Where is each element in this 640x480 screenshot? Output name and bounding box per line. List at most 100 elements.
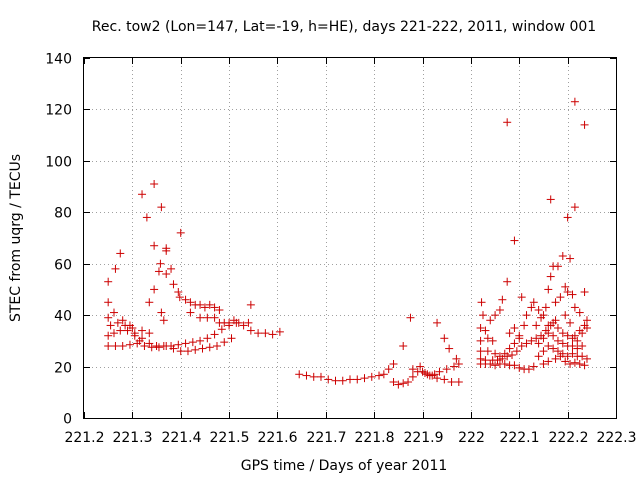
data-point: [433, 318, 442, 327]
data-point: [505, 344, 514, 353]
data-point: [399, 379, 408, 388]
x-tick-label: 221.8: [354, 430, 394, 446]
data-point: [118, 342, 127, 350]
x-tick-label: 221.2: [64, 430, 104, 446]
data-point: [138, 190, 147, 199]
data-point: [483, 347, 492, 356]
data-point: [454, 378, 463, 386]
data-point: [476, 324, 485, 332]
data-point: [553, 347, 562, 356]
x-tick-label: 222.1: [499, 430, 539, 446]
data-point: [338, 376, 347, 385]
data-point: [566, 318, 575, 327]
y-tick-label: 20: [54, 361, 72, 377]
data-point: [568, 334, 577, 343]
data-point: [440, 375, 449, 384]
data-point: [570, 358, 579, 367]
data-point: [188, 338, 197, 347]
data-point: [544, 329, 553, 338]
x-tick-label: 222.3: [596, 430, 636, 446]
data-point: [561, 311, 570, 320]
data-point: [498, 295, 507, 304]
data-point: [582, 316, 591, 325]
data-point: [175, 293, 184, 302]
data-point: [491, 311, 500, 320]
data-point: [196, 300, 205, 309]
data-point: [575, 308, 584, 317]
data-point: [527, 303, 536, 312]
data-point: [524, 365, 533, 374]
data-point: [510, 361, 519, 370]
data-point: [556, 352, 565, 361]
data-point: [295, 370, 304, 379]
data-point: [575, 360, 584, 368]
data-point: [483, 334, 492, 343]
data-point: [570, 97, 579, 106]
data-point: [568, 349, 577, 358]
data-point: [551, 354, 560, 363]
data-point: [244, 318, 253, 327]
data-point: [220, 338, 229, 347]
chart-title: Rec. tow2 (Lon=147, Lat=-19, h=HE), days…: [92, 19, 596, 35]
data-point: [488, 336, 497, 345]
data-point: [445, 344, 454, 353]
data-point: [111, 264, 120, 273]
data-point: [174, 340, 183, 349]
data-point: [275, 327, 284, 336]
data-point: [217, 325, 226, 334]
data-point: [210, 330, 219, 339]
data-point: [118, 316, 127, 325]
data-point: [389, 360, 398, 368]
data-point: [181, 339, 190, 348]
data-point: [246, 326, 255, 335]
data-point: [268, 330, 277, 339]
data-point: [234, 318, 243, 327]
data-point: [150, 241, 159, 250]
data-point: [174, 288, 183, 296]
data-point: [553, 262, 562, 271]
data-point: [477, 298, 486, 307]
data-point: [183, 347, 192, 356]
data-point: [353, 375, 362, 384]
data-point: [111, 342, 120, 350]
data-point: [416, 362, 425, 371]
data-point: [152, 342, 161, 350]
data-point: [162, 246, 171, 255]
data-point: [440, 334, 449, 343]
x-tick-label: 222: [458, 430, 485, 446]
data-point: [157, 203, 166, 212]
data-point: [167, 264, 176, 273]
data-point: [534, 352, 543, 361]
data-point: [104, 342, 113, 350]
data-point: [534, 339, 543, 348]
data-point: [556, 293, 565, 302]
data-point: [205, 343, 214, 352]
data-point: [104, 331, 113, 340]
data-point: [580, 361, 589, 370]
x-axis-label: GPS time / Days of year 2011: [241, 458, 448, 474]
data-point: [302, 371, 311, 380]
data-point: [551, 298, 560, 307]
data-point: [186, 298, 195, 307]
data-point: [331, 376, 340, 385]
data-point: [561, 357, 570, 366]
data-point: [491, 349, 500, 358]
data-point: [104, 298, 113, 307]
data-point: [215, 306, 224, 314]
data-point: [452, 354, 461, 363]
data-point: [227, 334, 236, 343]
data-point: [210, 313, 219, 322]
data-point: [167, 342, 176, 350]
data-point: [553, 324, 562, 332]
data-point: [394, 380, 403, 389]
data-point: [191, 345, 200, 354]
data-point: [481, 326, 490, 335]
data-point: [425, 371, 434, 380]
data-point: [435, 367, 444, 376]
data-point: [568, 342, 577, 350]
data-point: [544, 285, 553, 294]
data-point: [578, 352, 587, 361]
data-point: [140, 342, 149, 350]
data-point: [561, 282, 570, 291]
